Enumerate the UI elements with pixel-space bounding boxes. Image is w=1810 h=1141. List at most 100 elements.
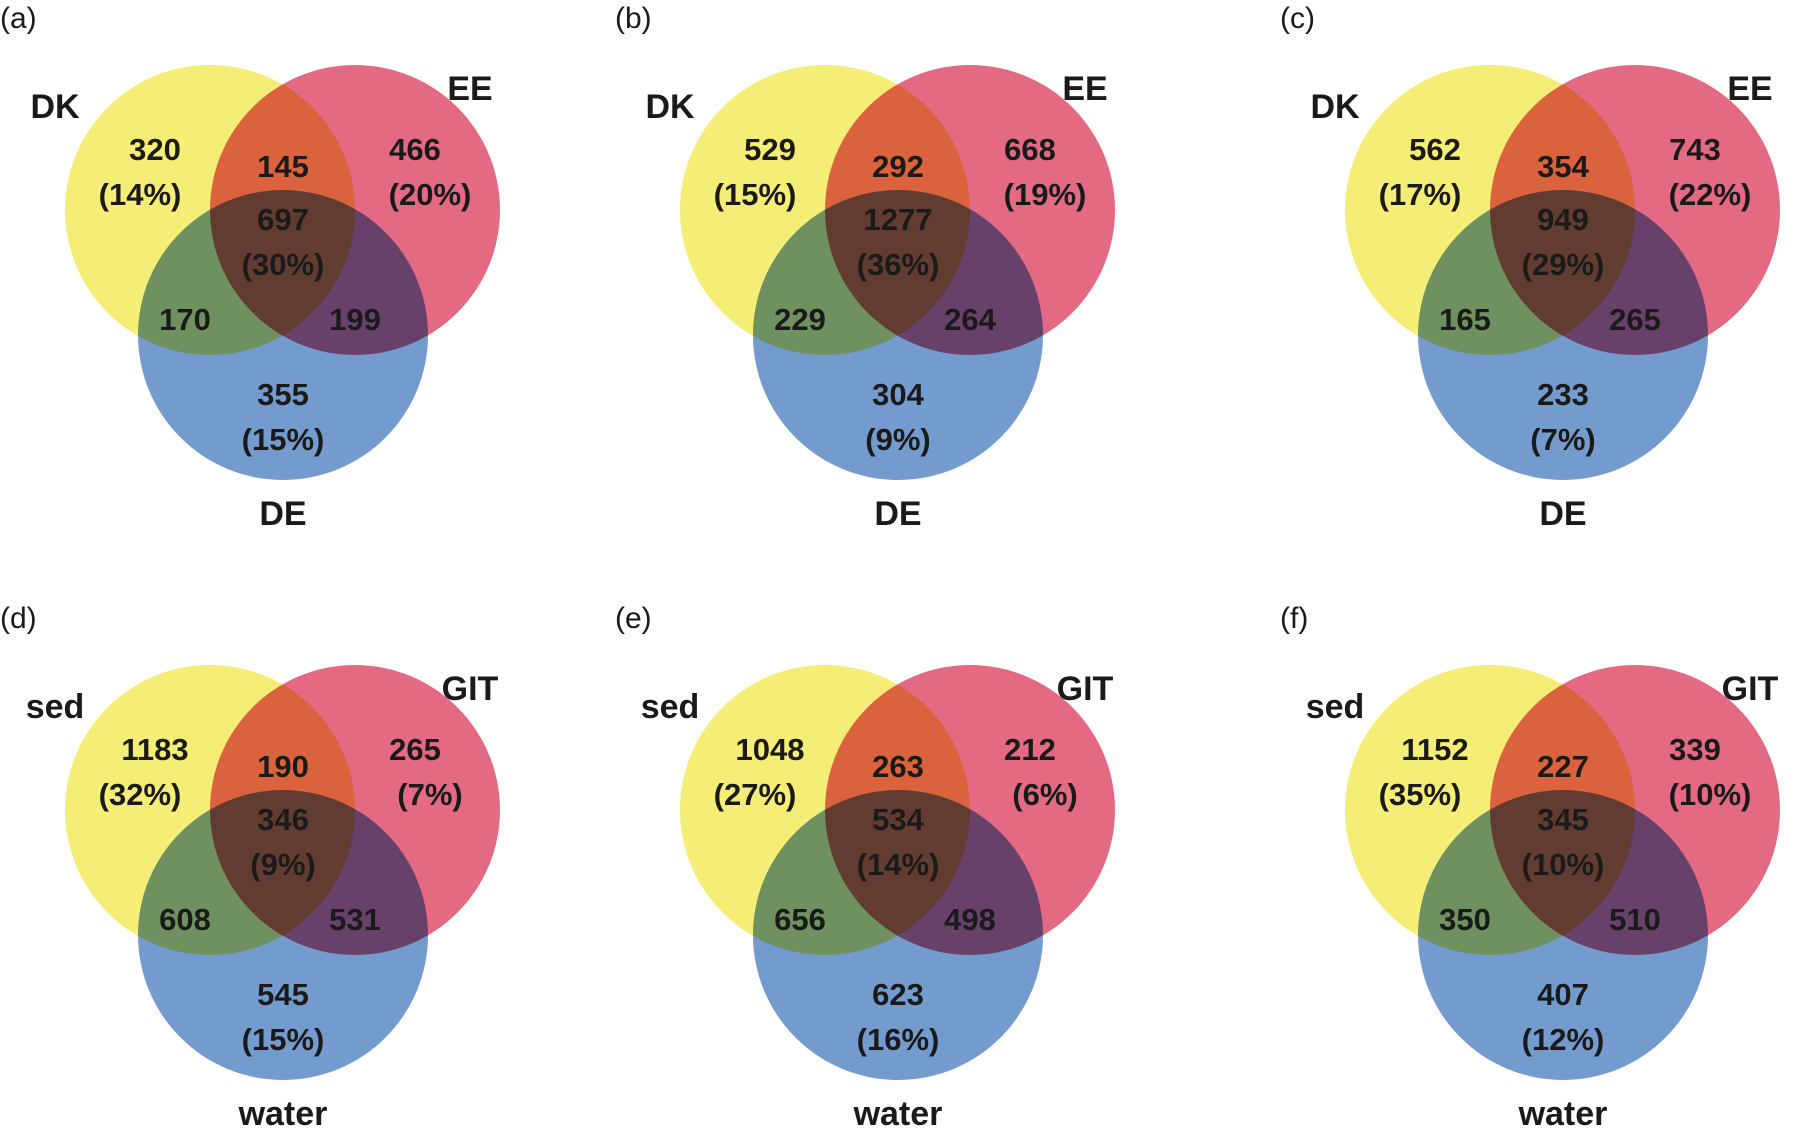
region-ab-count: 292 [872,149,924,184]
set-a-label: DK [1310,88,1360,126]
region-ac-count: 229 [774,302,826,337]
region-b-only-pct: (20%) [389,177,472,212]
region-c-only-pct: (15%) [242,1022,325,1057]
set-c-label: DE [259,495,306,533]
region-ac-count: 165 [1439,302,1491,337]
set-a-label: sed [1306,688,1365,726]
panel-letter: (f) [1280,602,1308,635]
region-a-only-pct: (14%) [99,177,182,212]
region-abc-count: 534 [872,802,924,837]
region-abc-pct: (9%) [250,847,315,882]
region-abc-pct: (14%) [857,847,940,882]
venn-panel: (d) sed GIT water 1183 (32%) 265 (7%) 190 346 (9%)… [0,602,500,1133]
region-ac-count: 608 [159,902,211,937]
set-c-circle [753,190,1043,480]
set-b-label: EE [1727,70,1772,108]
region-c-only-pct: (15%) [242,422,325,457]
set-c-label: DE [874,495,921,533]
region-bc-count: 199 [329,302,381,337]
region-a-only-pct: (32%) [99,777,182,812]
panel-letter: (b) [615,2,652,35]
region-ac-count: 170 [159,302,211,337]
region-abc-count: 949 [1537,202,1589,237]
region-abc-pct: (36%) [857,247,940,282]
region-bc-count: 531 [329,902,381,937]
region-abc-count: 1277 [864,202,933,237]
region-a-only-pct: (15%) [714,177,797,212]
region-c-only-count: 355 [257,377,309,412]
region-c-only-pct: (12%) [1522,1022,1605,1057]
region-a-only-count: 562 [1409,132,1461,167]
region-abc-pct: (29%) [1522,247,1605,282]
region-abc-count: 346 [257,802,309,837]
region-bc-count: 264 [944,302,996,337]
region-a-only-pct: (35%) [1379,777,1462,812]
region-ab-count: 354 [1537,149,1589,184]
set-a-label: DK [645,88,695,126]
set-c-circle [753,790,1043,1080]
set-b-label: EE [1062,70,1107,108]
region-b-only-pct: (19%) [1004,177,1087,212]
region-b-only-count: 743 [1669,132,1721,167]
region-ac-count: 656 [774,902,826,937]
region-ab-count: 145 [257,149,309,184]
panel-letter: (c) [1280,2,1315,35]
region-a-only-count: 529 [744,132,796,167]
region-bc-count: 498 [944,902,996,937]
set-a-label: sed [26,688,85,726]
region-ab-count: 263 [872,749,924,784]
region-b-only-count: 668 [1004,132,1056,167]
region-abc-count: 697 [257,202,309,237]
region-c-only-count: 304 [872,377,924,412]
region-bc-count: 265 [1609,302,1661,337]
region-c-only-pct: (16%) [857,1022,940,1057]
set-c-circle [1418,790,1708,1080]
set-c-circle [1418,190,1708,480]
region-a-only-pct: (27%) [714,777,797,812]
region-c-only-pct: (9%) [865,422,930,457]
set-a-label: DK [30,88,80,126]
region-c-only-count: 407 [1537,977,1589,1012]
region-b-only-count: 466 [389,132,441,167]
set-b-label: GIT [1722,670,1779,708]
region-bc-count: 510 [1609,902,1661,937]
region-ab-count: 190 [257,749,309,784]
region-c-only-count: 545 [257,977,309,1012]
region-b-only-count: 339 [1669,732,1721,767]
set-c-label: water [1518,1095,1608,1133]
region-abc-pct: (30%) [242,247,325,282]
region-ac-count: 350 [1439,902,1491,937]
region-b-only-count: 212 [1004,732,1056,767]
set-c-label: DE [1539,495,1586,533]
region-a-only-count: 1048 [736,732,805,767]
region-ab-count: 227 [1537,749,1589,784]
region-abc-count: 345 [1537,802,1589,837]
set-c-circle [138,190,428,480]
venn-panel: (f) sed GIT water 1152 (35%) 339 (10%) 227 345 (10… [1280,602,1780,1133]
venn-panel: (e) sed GIT water 1048 (27%) 212 (6%) 263 534 (14%… [615,602,1115,1133]
region-b-only-pct: (7%) [397,777,462,812]
region-c-only-count: 623 [872,977,924,1012]
venn-panel: (b) DK EE DE 529 (15%) 668 (19%) 292 1277 (36%) 229… [615,2,1115,533]
region-a-only-count: 320 [129,132,181,167]
set-b-label: GIT [442,670,499,708]
region-b-only-pct: (22%) [1669,177,1752,212]
region-a-only-count: 1152 [1401,732,1468,767]
set-b-label: GIT [1057,670,1114,708]
region-a-only-pct: (17%) [1379,177,1462,212]
venn-panel: (a) DK EE DE 320 (14%) 466 (20%) 145 697 (30%) 170 1… [0,2,500,533]
panel-letter: (a) [0,2,37,35]
set-b-label: EE [447,70,492,108]
set-a-label: sed [641,688,700,726]
region-abc-pct: (10%) [1522,847,1605,882]
set-c-label: water [853,1095,943,1133]
region-b-only-pct: (6%) [1012,777,1077,812]
region-b-only-pct: (10%) [1669,777,1752,812]
set-c-label: water [238,1095,328,1133]
region-b-only-count: 265 [389,732,441,767]
region-a-only-count: 1183 [121,732,188,767]
venn-panel: (c) DK EE DE 562 (17%) 743 (22%) 354 949 (29%) 165 2… [1280,2,1780,533]
panel-letter: (e) [615,602,652,635]
panel-letter: (d) [0,602,37,635]
